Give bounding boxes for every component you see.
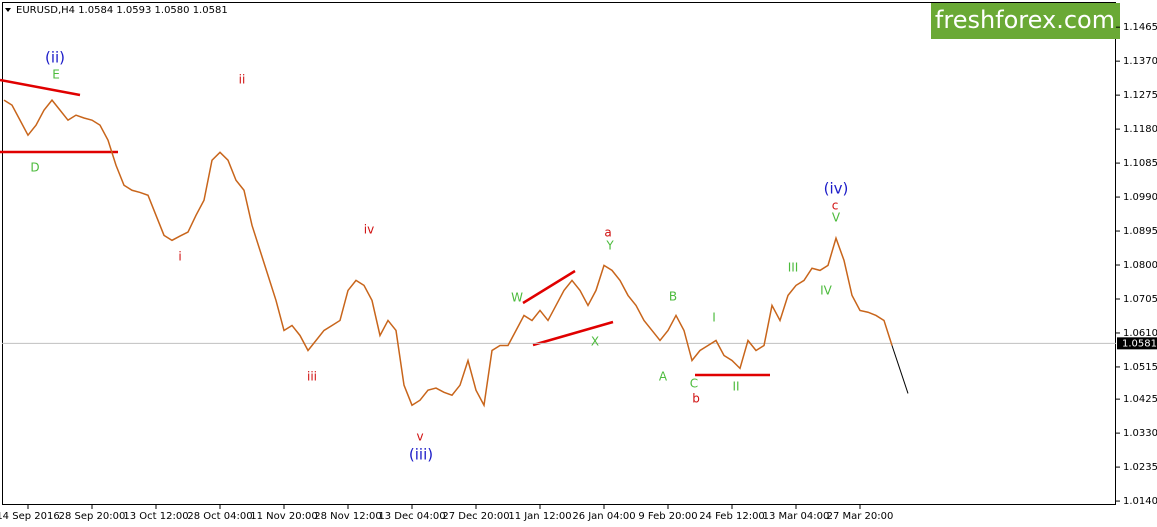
price-line-series: [891, 345, 909, 394]
wave-label: W: [511, 291, 523, 305]
chart-title: EURUSD,H4 1.0584 1.0593 1.0580 1.0581: [16, 5, 228, 16]
y-tick-label: 1.1085: [1123, 158, 1157, 169]
wave-label: V: [832, 211, 841, 225]
wave-label: Y: [605, 239, 614, 253]
x-tick-label: 24 Feb 12:00: [699, 511, 765, 522]
price-box: [1117, 337, 1157, 350]
y-tick-label: 1.1370: [1123, 56, 1157, 67]
wave-label: A: [659, 370, 668, 384]
wave-label: X: [591, 335, 599, 349]
price-label: 1.0581: [1122, 338, 1157, 349]
x-tick-label: 28 Nov 12:00: [314, 511, 381, 522]
y-tick-label: 1.1180: [1123, 124, 1157, 135]
y-tick-label: 1.0330: [1123, 428, 1157, 439]
wave-label: ii: [239, 73, 246, 87]
wave-label: iv: [364, 223, 374, 237]
y-tick-label: 1.0515: [1123, 362, 1157, 373]
x-tick-label: 26 Jan 04:00: [572, 511, 635, 522]
y-tick-label: 1.0990: [1123, 192, 1157, 203]
trend-lines: [0, 78, 770, 377]
logo: freshforex.com: [935, 6, 1115, 34]
trend-line: [522, 269, 576, 305]
x-tick-label: 11 Nov 20:00: [250, 511, 317, 522]
logo-box: [931, 3, 1120, 39]
plot-frame: [2, 2, 1116, 505]
y-tick-label: 1.1465: [1123, 22, 1157, 33]
x-tick-label: 13 Dec 04:00: [378, 511, 445, 522]
y-tick-label: 1.0800: [1123, 260, 1157, 271]
x-tick-label: 11 Jan 12:00: [508, 511, 571, 522]
wave-label: (iii): [409, 446, 433, 464]
x-tick-label: 27 Dec 20:00: [442, 511, 509, 522]
y-tick-label: 1.0610: [1123, 328, 1157, 339]
wave-label: iii: [307, 370, 317, 384]
wave-label: B: [669, 290, 677, 304]
wave-label: D: [30, 161, 39, 175]
x-tick-label: 28 Oct 04:00: [187, 511, 252, 522]
wave-label: E: [52, 68, 60, 82]
y-tick-label: 1.0235: [1123, 462, 1157, 473]
trend-line: [0, 78, 81, 97]
price-line-series: [3, 98, 893, 408]
wave-label: v: [416, 430, 423, 444]
wave-label: i: [178, 250, 181, 264]
wave-label: IV: [820, 284, 833, 298]
y-tick-label: 1.1275: [1123, 90, 1157, 101]
y-tick-label: 1.0705: [1123, 294, 1157, 305]
x-tick-label: 9 Feb 20:00: [638, 511, 697, 522]
y-tick-label: 1.0895: [1123, 226, 1157, 237]
wave-label: b: [692, 392, 700, 406]
wave-label: a: [604, 226, 611, 240]
wave-label: (iv): [824, 180, 849, 198]
x-tick-label: 13 Oct 12:00: [123, 511, 188, 522]
trend-line: [532, 320, 614, 347]
menu-icon: [5, 8, 11, 12]
wave-label: I: [712, 311, 716, 325]
y-tick-label: 1.0425: [1123, 394, 1157, 405]
x-tick-label: 13 Mar 04:00: [763, 511, 830, 522]
wave-label: III: [788, 261, 799, 275]
y-tick-label: 1.0140: [1123, 496, 1157, 507]
x-tick-label: 27 Mar 20:00: [827, 511, 894, 522]
x-tick-label: 14 Sep 2016: [0, 511, 60, 522]
x-tick-label: 28 Sep 20:00: [59, 511, 126, 522]
wave-label: C: [690, 377, 698, 391]
wave-label: (ii): [45, 49, 65, 67]
wave-label: II: [732, 380, 739, 394]
wave-label: c: [832, 199, 839, 213]
